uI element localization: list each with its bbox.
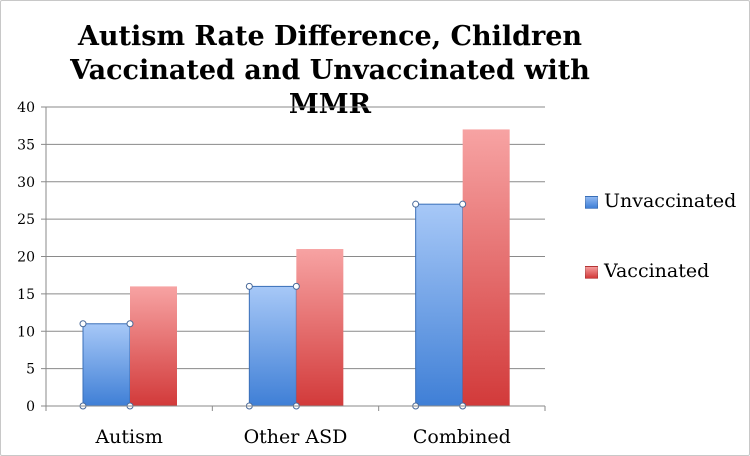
- bar-vaccinated-other-asd: [296, 249, 344, 406]
- selection-handle: [79, 320, 87, 328]
- legend-swatch-unvaccinated: [585, 196, 598, 209]
- bar-vaccinated-autism: [130, 286, 177, 406]
- y-tick-label: 40: [17, 100, 35, 116]
- chart-title-line-2: Vaccinated and Unvaccinated with MMR: [70, 55, 590, 120]
- chart-title: Autism Rate Difference, Children Vaccina…: [40, 20, 620, 122]
- y-tick-label: 35: [17, 137, 35, 153]
- bar-unvaccinated-autism: [82, 323, 131, 407]
- y-axis-ticks: 0 5 10 15 20 25 30 35 40: [17, 100, 35, 415]
- y-tick-label: 25: [17, 212, 35, 228]
- x-axis-labels: Autism Other ASD Combined: [94, 426, 510, 448]
- selection-handle: [459, 200, 467, 208]
- legend-label-vaccinated: Vaccinated: [604, 260, 710, 282]
- selection-handle: [126, 320, 134, 328]
- y-tick-label: 30: [17, 175, 35, 191]
- axes: [45, 107, 546, 411]
- y-tick-label: 0: [26, 399, 35, 415]
- x-axis-label: Autism: [94, 426, 162, 448]
- y-tick-label: 20: [17, 250, 35, 266]
- bar-unvaccinated-other-asd: [248, 285, 297, 407]
- selection-handle: [245, 282, 253, 290]
- y-tick-label: 15: [17, 287, 35, 303]
- legend-swatch-vaccinated: [585, 266, 598, 279]
- chart-title-line-1: Autism Rate Difference, Children: [77, 21, 583, 52]
- bar-vaccinated-combined: [462, 129, 510, 407]
- bars: [82, 129, 510, 407]
- y-tick-label: 5: [26, 362, 35, 378]
- selection-handle: [292, 282, 300, 290]
- y-tick-label: 10: [17, 324, 35, 340]
- x-axis-label: Other ASD: [244, 426, 348, 448]
- bar-unvaccinated-combined: [415, 203, 464, 407]
- legend-label-unvaccinated: Unvaccinated: [604, 190, 737, 212]
- x-axis-label: Combined: [413, 426, 511, 448]
- selection-handle: [412, 200, 420, 208]
